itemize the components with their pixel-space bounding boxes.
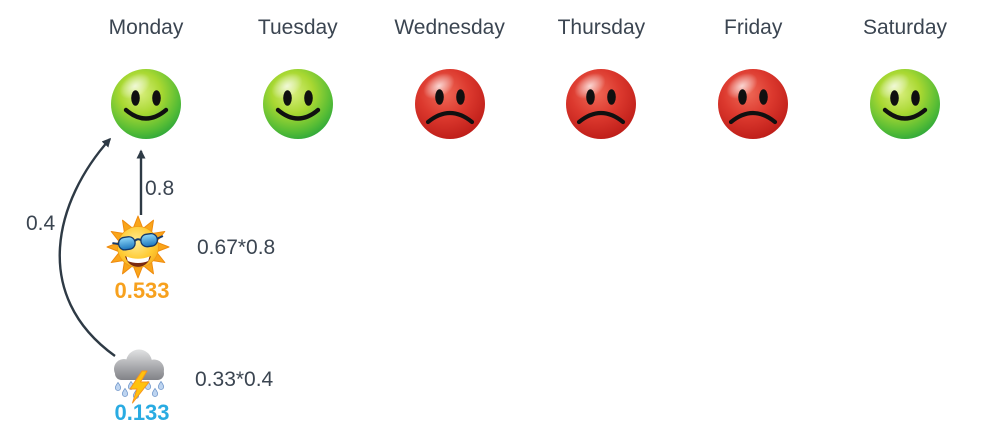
sun-probability-value: 0.533 <box>114 278 170 303</box>
edge-label-storm-probability: 0.4 <box>26 212 56 235</box>
storm-probability-value: 0.133 <box>114 400 170 425</box>
day-label: Thursday <box>557 16 646 39</box>
sunny-weather-node <box>106 215 170 284</box>
sad-face-icon <box>718 69 789 139</box>
happy-face-icon <box>870 69 940 139</box>
happy-face-icon <box>262 69 333 139</box>
sun-with-sunglasses-icon <box>106 215 170 279</box>
day-column-tuesday: Tuesday <box>218 16 378 145</box>
day-column-friday: Friday <box>673 16 833 145</box>
day-label: Tuesday <box>257 16 338 39</box>
day-label: Friday <box>724 16 783 39</box>
day-label: Monday <box>108 16 184 39</box>
day-column-thursday: Thursday <box>521 16 681 145</box>
sad-face-icon <box>414 69 485 139</box>
sad-face-icon <box>566 69 637 139</box>
happy-face-icon <box>111 69 181 139</box>
day-column-wednesday: Wednesday <box>370 16 530 145</box>
sun-probability-expression: 0.67*0.8 <box>197 236 276 259</box>
stormy-weather-node <box>109 348 171 409</box>
day-label: Wednesday <box>394 16 505 39</box>
day-column-monday: Monday <box>66 16 226 145</box>
storm-probability-expression: 0.33*0.4 <box>195 368 274 391</box>
edge-label-sun-probability: 0.8 <box>145 177 175 200</box>
day-label: Saturday <box>862 16 948 39</box>
storm-cloud-lightning-icon <box>114 349 165 404</box>
day-column-saturday: Saturday <box>825 16 985 145</box>
